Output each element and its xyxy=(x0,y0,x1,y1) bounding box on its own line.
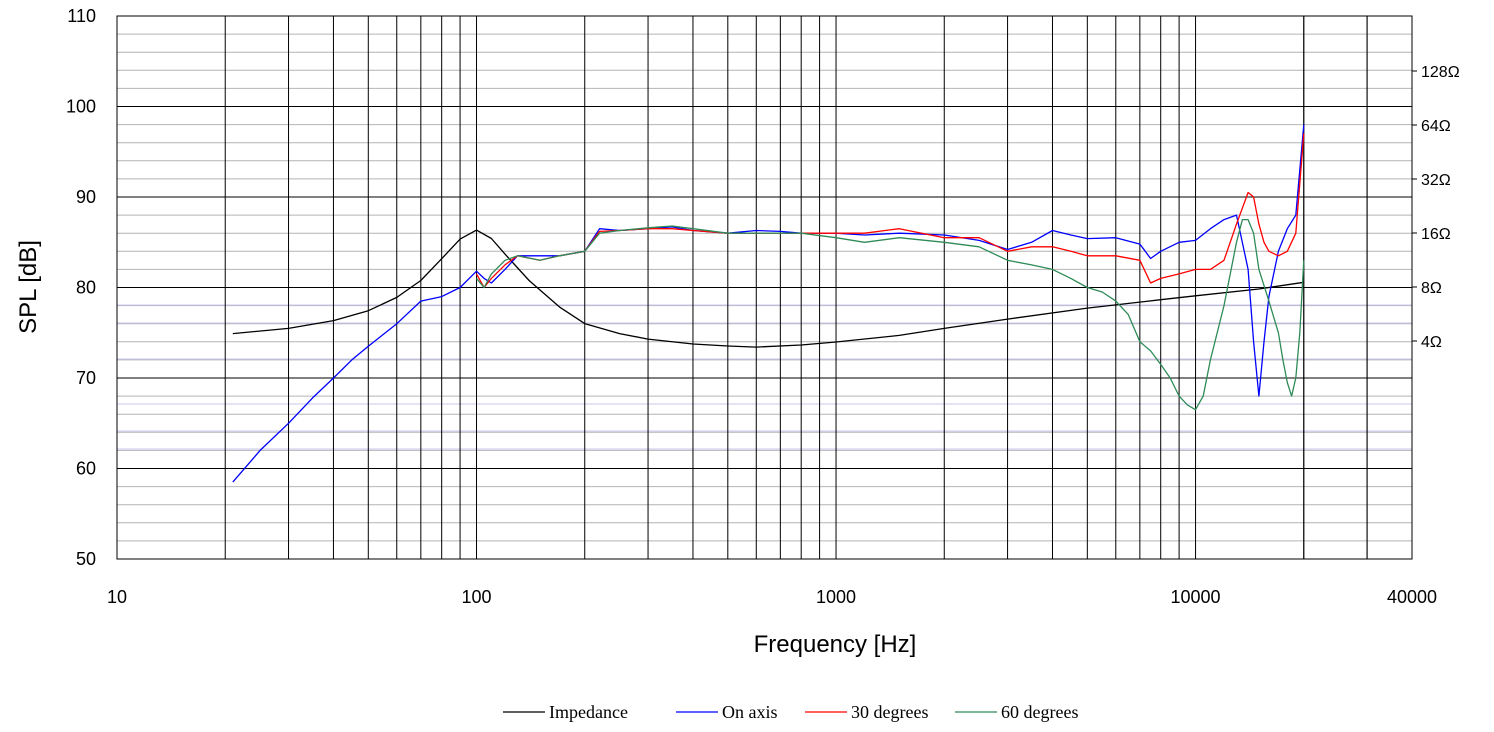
series-line-impedance xyxy=(232,229,1304,348)
y-tick-label: 90 xyxy=(76,187,96,207)
x-tick-label: 10000 xyxy=(1171,587,1221,607)
impedance-tick-label: 128Ω xyxy=(1421,64,1460,81)
legend-label: Impedance xyxy=(549,702,628,722)
y-tick-label: 50 xyxy=(76,549,96,569)
y-tick-label: 110 xyxy=(67,6,96,26)
x-tick-label: 40000 xyxy=(1387,587,1437,607)
x-tick-label: 1000 xyxy=(816,587,856,607)
impedance-tick-label: 4Ω xyxy=(1421,334,1442,351)
y-tick-label: 100 xyxy=(66,97,96,117)
impedance-tick-label: 32Ω xyxy=(1421,172,1451,189)
legend-label: 60 degrees xyxy=(1001,702,1078,722)
impedance-tick-label: 64Ω xyxy=(1421,118,1451,135)
y-axis-title: SPL [dB] xyxy=(15,240,42,334)
legend-label: On axis xyxy=(722,702,778,722)
x-tick-label: 100 xyxy=(461,587,491,607)
impedance-tick-label: 16Ω xyxy=(1421,226,1451,243)
y-tick-label: 70 xyxy=(76,368,96,388)
legend-label: 30 degrees xyxy=(851,702,928,722)
x-axis-title: Frequency [Hz] xyxy=(754,631,917,658)
series-line-60-degrees xyxy=(476,218,1305,411)
impedance-tick-label: 8Ω xyxy=(1421,280,1442,297)
legend: Impedance On axis 30 degrees 60 degrees xyxy=(503,702,1078,722)
y-tick-label: 80 xyxy=(76,278,96,298)
y-tick-label: 60 xyxy=(76,459,96,479)
x-tick-label: 10 xyxy=(107,587,127,607)
